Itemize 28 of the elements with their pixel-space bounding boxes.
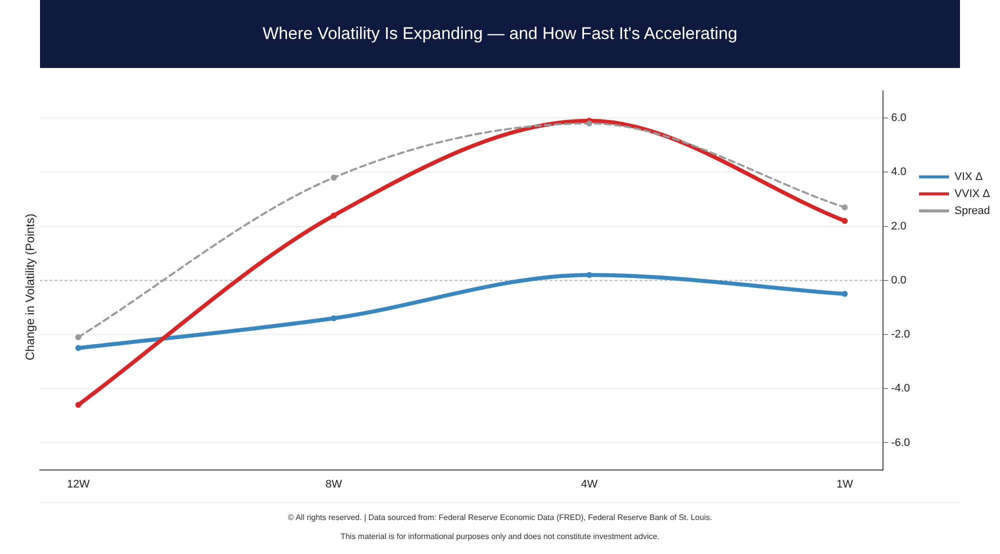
point xyxy=(842,204,848,210)
text: This material is for informational purposes only and does not constitute investment advice. xyxy=(340,532,660,541)
point xyxy=(842,218,848,224)
y-tick-label: -6.0 xyxy=(891,436,910,449)
point xyxy=(75,345,82,352)
point xyxy=(75,402,82,408)
point xyxy=(75,334,82,340)
y-tick-label: 0.0 xyxy=(891,274,906,286)
point xyxy=(330,315,337,322)
x-tick-label: 12W xyxy=(67,478,90,490)
y-tick-label: -4.0 xyxy=(891,382,910,395)
point xyxy=(330,212,337,218)
legend-label: VIX Δ xyxy=(954,170,984,183)
y-axis-title: Change in Volatility (Points) xyxy=(23,214,37,360)
point xyxy=(586,120,592,126)
legend-label: VVIX Δ xyxy=(954,188,991,200)
legend-label: Spread xyxy=(954,204,990,217)
y-tick-label: 4.0 xyxy=(891,166,906,178)
point xyxy=(842,290,848,297)
chart-title: Where Volatility Is Expanding — and How Fast It's Accelerating xyxy=(40,0,960,68)
y-tick-label: 6.0 xyxy=(891,112,906,124)
x-tick-label: 8W xyxy=(326,478,343,490)
text: © All rights reserved. | Data sourced from: Federal Reserve Economic Data (FRED), Federal Reserve Bank of St. Louis. xyxy=(286,513,714,522)
x-tick-label: 1W xyxy=(836,478,854,490)
y-tick-label: 2.0 xyxy=(891,220,906,232)
point xyxy=(330,174,337,181)
y-tick-label: -2.0 xyxy=(891,328,910,341)
x-tick-label: 4W xyxy=(581,478,598,490)
